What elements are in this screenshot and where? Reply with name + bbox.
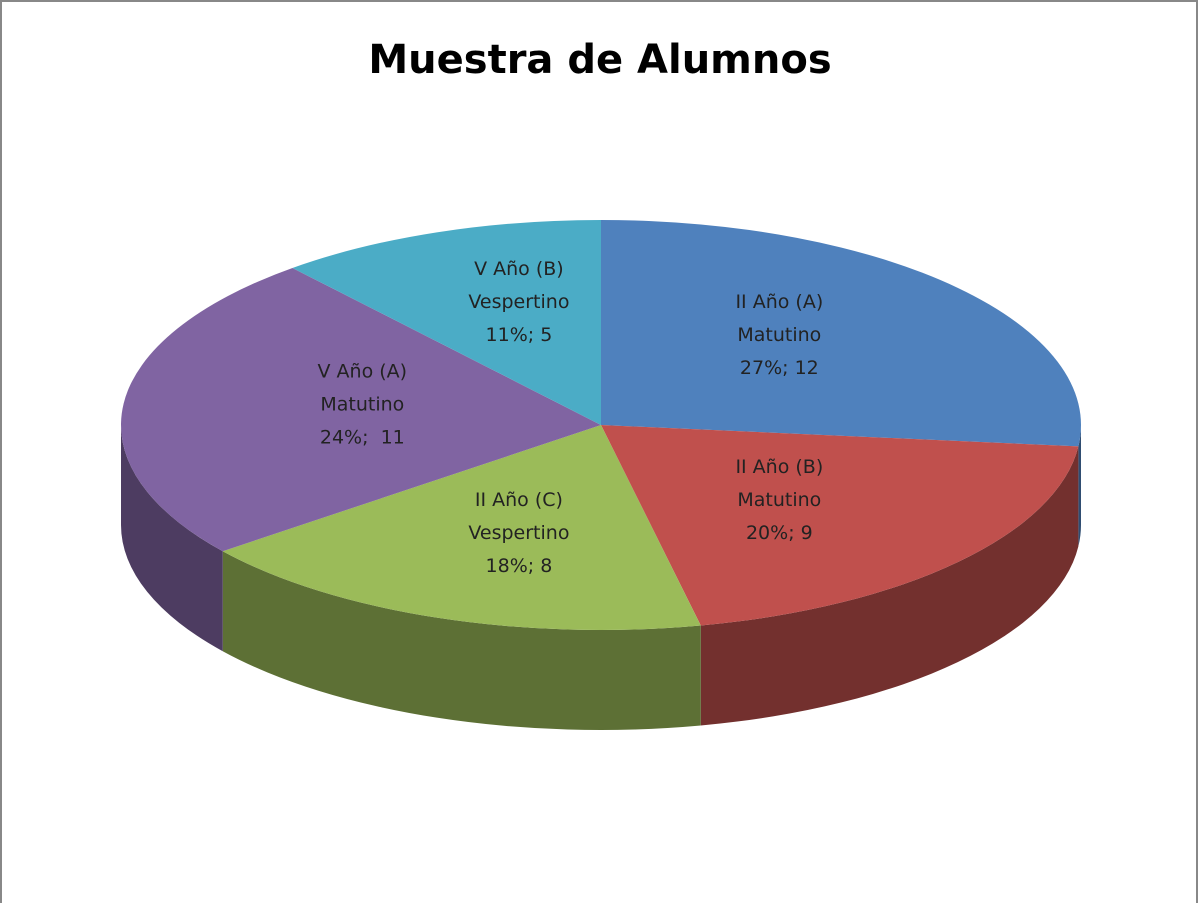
slice <box>601 425 1079 626</box>
value-label: 27%; 12 <box>740 357 819 379</box>
slice-label: Matutino <box>737 324 821 346</box>
slice-label: II Año (A) <box>735 291 823 313</box>
slice-side <box>222 551 701 730</box>
slice-label: V Año (B) <box>474 258 564 280</box>
value-label: 18%; 8 <box>486 555 553 577</box>
value-label: 20%; 9 <box>746 522 813 544</box>
slice-label: Matutino <box>320 394 404 416</box>
slice-label: Vespertino <box>468 291 569 313</box>
value-label: 11%; 5 <box>486 324 553 346</box>
slice <box>292 220 601 425</box>
slice-label: II Año (B) <box>735 456 823 478</box>
slice-label: II Año (C) <box>475 489 563 511</box>
slice-label: Matutino <box>737 489 821 511</box>
slice-label: Vespertino <box>468 522 569 544</box>
slice <box>222 425 701 630</box>
slice-side <box>120 425 223 652</box>
value-label: 24%; 11 <box>320 427 405 449</box>
slice-side <box>700 446 1079 726</box>
slice-side <box>1078 425 1081 547</box>
slice <box>120 267 601 552</box>
slice <box>601 220 1081 447</box>
chart-title: Muestra de Alumnos <box>368 37 831 83</box>
slice-label: V Año (A) <box>318 361 408 383</box>
